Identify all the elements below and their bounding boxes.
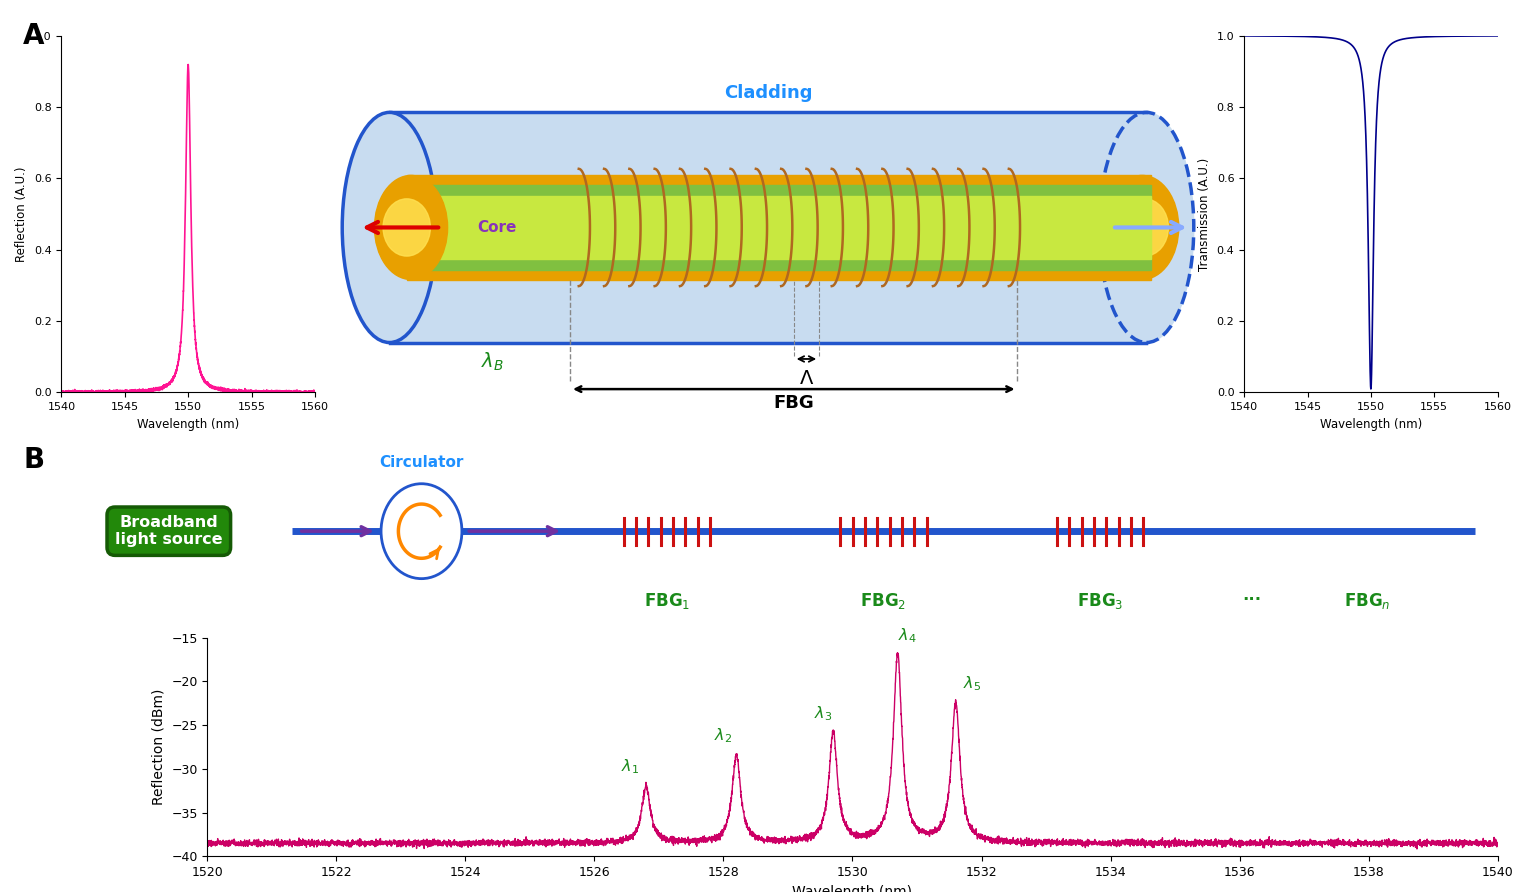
Text: FBG$_1$: FBG$_1$ [644,591,690,610]
Bar [390,112,1146,343]
Ellipse shape [375,176,447,279]
Text: Core: Core [478,220,516,235]
Ellipse shape [343,112,436,343]
X-axis label: Wavelength (nm): Wavelength (nm) [1319,417,1422,431]
X-axis label: Wavelength (nm): Wavelength (nm) [137,417,240,431]
Text: Circulator: Circulator [379,455,464,470]
Ellipse shape [382,199,430,256]
Bar [407,186,1150,269]
Text: A: A [23,22,45,50]
Y-axis label: Reflection (dBm): Reflection (dBm) [152,689,166,805]
Text: FBG$_2$: FBG$_2$ [860,591,906,610]
X-axis label: Wavelength (nm): Wavelength (nm) [793,885,912,892]
Text: Cladding: Cladding [723,84,813,103]
Text: B: B [23,446,45,474]
Text: $\lambda_4$: $\lambda_4$ [899,626,917,645]
Bar [407,196,1150,259]
Text: $\lambda_3$: $\lambda_3$ [814,705,833,723]
Text: ···: ··· [1243,591,1261,608]
Ellipse shape [1121,199,1169,256]
Text: $\lambda_5$: $\lambda_5$ [963,674,982,693]
Y-axis label: Transmission (A.U.): Transmission (A.U.) [1198,158,1210,270]
Text: $\lambda_B$: $\lambda_B$ [481,351,504,373]
Text: $\lambda_1$: $\lambda_1$ [621,757,639,776]
Text: FBG: FBG [774,394,814,412]
Text: $\Lambda$: $\Lambda$ [799,368,814,388]
Text: FBG$_3$: FBG$_3$ [1077,591,1123,610]
Text: Broadband
light source: Broadband light source [115,515,223,548]
Text: FBG$_n$: FBG$_n$ [1344,591,1390,610]
Circle shape [381,483,462,579]
Bar [407,176,1150,279]
Text: $\lambda_2$: $\lambda_2$ [714,727,733,746]
Y-axis label: Reflection (A.U.): Reflection (A.U.) [15,166,28,262]
Ellipse shape [1106,176,1178,279]
Ellipse shape [1100,112,1193,343]
